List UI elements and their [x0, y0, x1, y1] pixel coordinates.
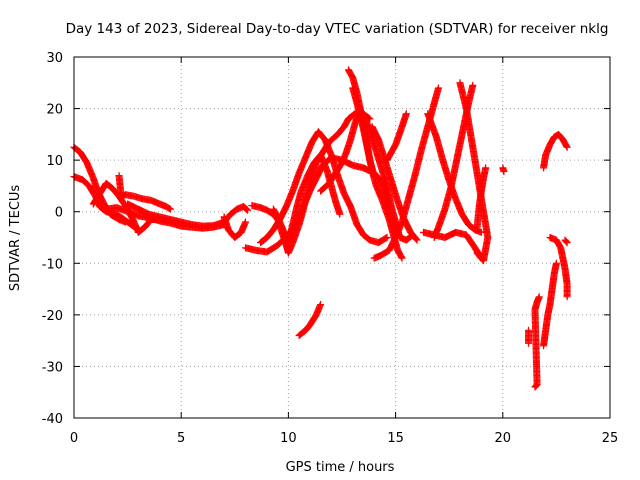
track-arc-20: [430, 81, 477, 241]
track-arc-04: [115, 172, 174, 213]
x-tick-label: 20: [495, 431, 512, 446]
data-marks: [70, 66, 571, 391]
data-point-marker: [336, 210, 344, 218]
data-point-marker: [402, 110, 410, 118]
x-tick-label: 0: [70, 431, 78, 446]
data-point-marker: [317, 301, 325, 309]
x-axis-label: GPS time / hours: [286, 460, 395, 475]
data-point-marker: [383, 234, 391, 241]
y-tick-label: -10: [42, 257, 63, 272]
y-axis-label: SDTVAR / TECUs: [8, 185, 23, 292]
y-tick-label: -20: [42, 309, 63, 324]
x-tick-label: 5: [177, 431, 185, 446]
track-arc-07: [220, 213, 250, 241]
y-tick-label: 0: [55, 206, 63, 221]
track-arc-30: [561, 236, 571, 247]
data-point-marker: [552, 259, 560, 267]
data-point-marker: [382, 234, 390, 242]
data-point-marker: [242, 205, 250, 213]
data-point-marker: [434, 84, 442, 92]
data-point-marker: [525, 339, 533, 347]
data-point-marker: [563, 293, 571, 301]
data-point-marker: [563, 143, 571, 151]
data-point-marker: [473, 249, 481, 257]
data-point-marker: [562, 237, 570, 245]
data-point-marker: [469, 81, 477, 89]
axes: 0 5 10 15 20 25 -40 -30 -20 -10 0 10 20 30: [42, 51, 619, 446]
data-point-marker: [243, 205, 251, 213]
data-point-marker: [242, 218, 250, 226]
x-tick-label: 10: [280, 431, 297, 446]
data-point-marker: [535, 293, 543, 301]
track-arc-26: [531, 293, 543, 391]
data-point-marker: [562, 238, 570, 246]
data-point-marker: [397, 253, 405, 261]
data-point-marker: [500, 167, 508, 175]
data-point-marker: [563, 239, 571, 247]
data-point-marker: [398, 254, 406, 262]
track-arc-28: [540, 130, 571, 172]
data-point-marker: [244, 206, 252, 214]
x-tick-label: 15: [387, 431, 404, 446]
y-tick-label: 30: [46, 51, 63, 66]
data-point-marker: [413, 236, 421, 244]
data-point-marker: [482, 164, 490, 172]
x-tick-label: 25: [602, 431, 619, 446]
track-arc-23: [473, 164, 490, 231]
track-arc-27: [540, 259, 560, 350]
track-arc-12: [295, 301, 325, 339]
data-point-marker: [532, 382, 540, 390]
track-arc-21: [424, 110, 485, 236]
chart-title: Day 143 of 2023, Sidereal Day-to-day VTE…: [66, 21, 609, 37]
data-point-marker: [474, 250, 482, 258]
y-tick-label: -40: [42, 412, 63, 427]
plot-frame: [73, 56, 611, 419]
data-point-marker: [165, 204, 173, 212]
data-point-marker: [412, 235, 420, 243]
y-tick-label: 20: [46, 103, 63, 118]
track-arc-18: [383, 110, 410, 164]
y-tick-label: 10: [46, 154, 63, 169]
track-arc-19: [419, 228, 485, 262]
track-arc-17: [370, 84, 442, 262]
track-arc-29: [546, 234, 571, 301]
track-arc-25: [525, 326, 533, 347]
grid: [74, 57, 610, 418]
track-arc-10: [257, 128, 391, 247]
track-arc-24: [499, 164, 508, 175]
data-point-marker: [563, 142, 571, 150]
data-point-marker: [166, 205, 174, 213]
track-arc-11: [269, 151, 344, 247]
y-tick-label: -30: [42, 360, 63, 375]
